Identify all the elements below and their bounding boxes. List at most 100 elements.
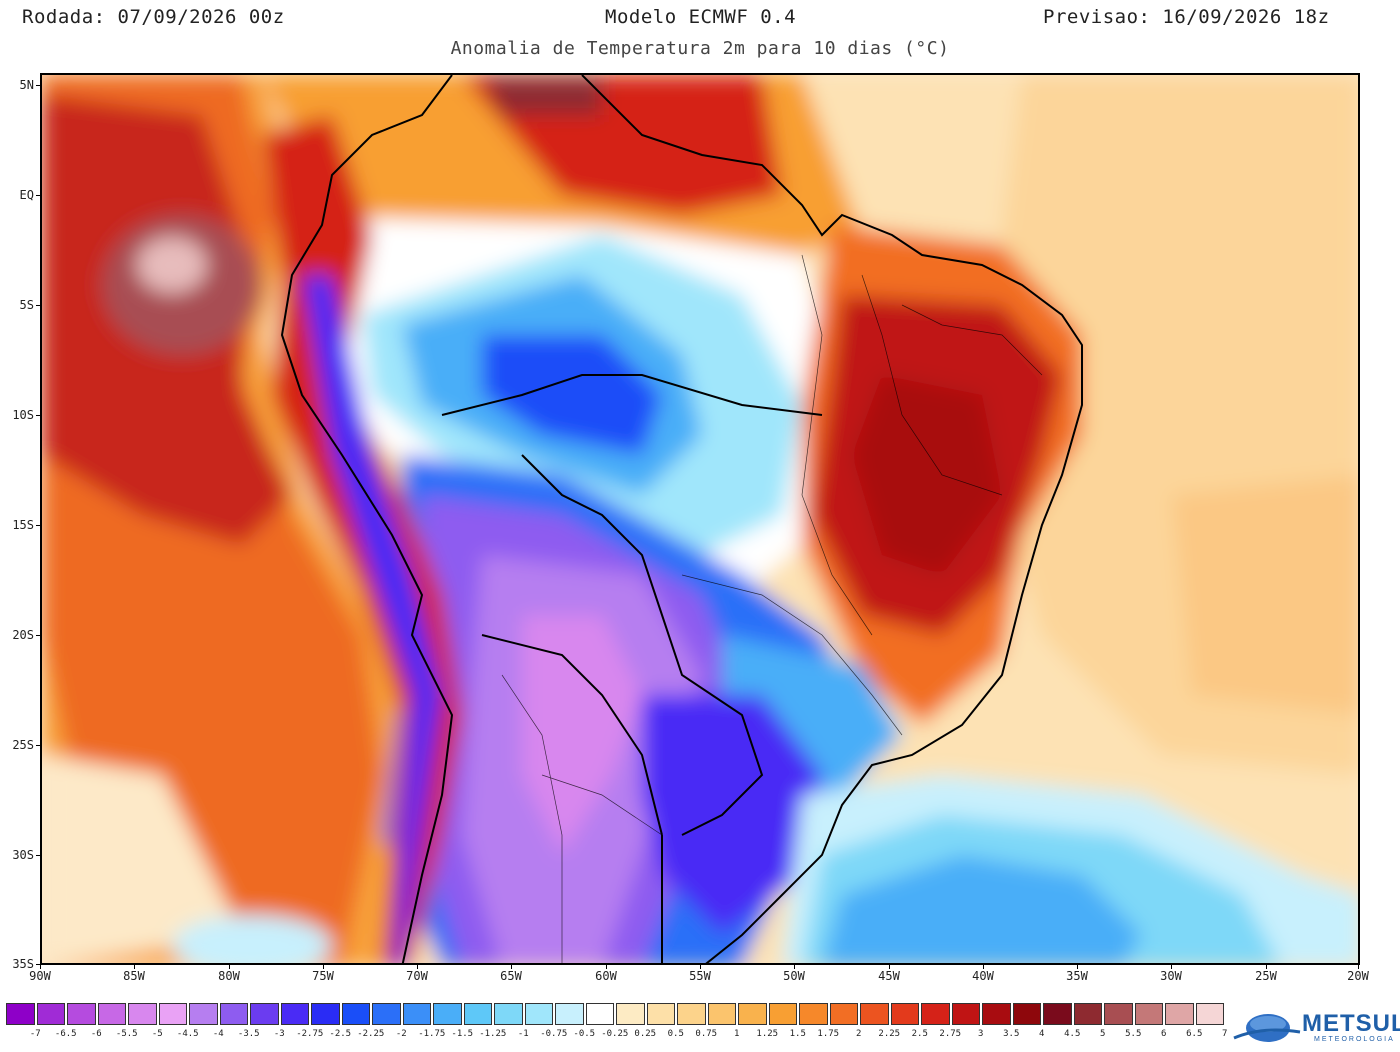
colorbar-label: 4.5 [1064, 1029, 1081, 1039]
colorbar-label: -2.75 [296, 1029, 324, 1039]
colorbar-swatch [1043, 1003, 1072, 1025]
lon-tick [889, 964, 890, 969]
lon-label-50w: 50W [783, 969, 805, 983]
colorbar-swatch [829, 1003, 858, 1025]
lat-tick [36, 855, 41, 856]
lat-label-25s: 25S [12, 738, 34, 752]
colorbar-swatch [219, 1003, 248, 1025]
colorbar-swatch [433, 1003, 462, 1025]
colorbar-label: -3.5 [237, 1029, 260, 1039]
forecast-label: Previsao: 16/09/2026 18z [1043, 6, 1330, 28]
colorbar-label: 2.5 [911, 1029, 928, 1039]
lon-tick [1171, 964, 1172, 969]
colorbar-swatch [951, 1003, 980, 1025]
map-subtitle: Anomalia de Temperatura 2m para 10 dias … [450, 38, 950, 59]
colorbar-swatch [860, 1003, 889, 1025]
colorbar-swatch [158, 1003, 187, 1025]
colorbar-swatch [402, 1003, 431, 1025]
colorbar-label: 6 [1161, 1029, 1167, 1039]
colorbar-swatch [616, 1003, 645, 1025]
colorbar-swatch [1104, 1003, 1133, 1025]
lon-tick [40, 964, 41, 969]
lon-label-60w: 60W [595, 969, 617, 983]
lon-tick [1266, 964, 1267, 969]
lon-label-70w: 70W [406, 969, 428, 983]
globe-icon [1233, 1014, 1301, 1042]
lon-label-85w: 85W [123, 969, 145, 983]
colorbar-swatch [982, 1003, 1011, 1025]
colorbar-label: -3 [273, 1029, 285, 1039]
colorbar-swatch [341, 1003, 370, 1025]
colorbar-swatch [738, 1003, 767, 1025]
colorbar-swatch [372, 1003, 401, 1025]
colorbar-label: 4 [1039, 1029, 1045, 1039]
colorbar-label: -2.25 [357, 1029, 385, 1039]
colorbar-label: -4.5 [176, 1029, 199, 1039]
lat-label-35s: 35S [12, 957, 34, 971]
lat-label-eq: EQ [19, 188, 34, 202]
colorbar-swatch [1165, 1003, 1194, 1025]
lon-label-75w: 75W [312, 969, 334, 983]
colorbar-label: 6.5 [1186, 1029, 1203, 1039]
colorbar-swatch [1195, 1003, 1224, 1025]
colorbar-label: 1.25 [756, 1029, 779, 1039]
colorbar-swatch [890, 1003, 919, 1025]
run-label: Rodada: 07/09/2026 00z [22, 6, 285, 28]
colorbar-swatch [67, 1003, 96, 1025]
lat-label-5s: 5S [19, 298, 34, 312]
colorbar-swatch [250, 1003, 279, 1025]
state-borders [501, 254, 1043, 963]
colorbar-label: 5 [1100, 1029, 1106, 1039]
colorbar-label: -0.25 [601, 1029, 629, 1039]
colorbar-swatch [1012, 1003, 1041, 1025]
metsul-logo: METSUL METEOROLOGIA [1232, 1008, 1400, 1048]
colorbar-swatch [311, 1003, 340, 1025]
colorbar-swatch [463, 1003, 492, 1025]
colorbar-swatch [921, 1003, 950, 1025]
lat-tick [36, 195, 41, 196]
lon-tick [417, 964, 418, 969]
colorbar-label: -1.25 [479, 1029, 507, 1039]
colorbar-swatch [280, 1003, 309, 1025]
lon-label-45w: 45W [878, 969, 900, 983]
colorbar-label: 3.5 [1003, 1029, 1020, 1039]
lat-tick [36, 525, 41, 526]
lat-label-15s: 15S [12, 518, 34, 532]
colorbar-label: -5 [151, 1029, 163, 1039]
colorbar-label: -6 [90, 1029, 102, 1039]
colorbar-label: 5.5 [1125, 1029, 1142, 1039]
colorbar-label: -1.75 [418, 1029, 446, 1039]
lon-label-30w: 30W [1160, 969, 1182, 983]
colorbar-swatch [677, 1003, 706, 1025]
colorbar-label: -5.5 [115, 1029, 138, 1039]
colorbar-label: 0.75 [695, 1029, 718, 1039]
colorbar-swatch [189, 1003, 218, 1025]
lon-tick [606, 964, 607, 969]
lat-tick [36, 745, 41, 746]
logo-wordmark: METSUL [1302, 1010, 1400, 1037]
lon-tick [134, 964, 135, 969]
colorbar-swatch [494, 1003, 523, 1025]
lon-tick [700, 964, 701, 969]
colorbar-swatch [555, 1003, 584, 1025]
colorbar-label: -1.5 [451, 1029, 474, 1039]
lat-label-10s: 10S [12, 408, 34, 422]
lon-label-40w: 40W [972, 969, 994, 983]
colorbar-label: 2.75 [939, 1029, 962, 1039]
colorbar-label: 0.25 [634, 1029, 657, 1039]
colorbar-label: 1.5 [789, 1029, 806, 1039]
colorbar-label: 0.5 [667, 1029, 684, 1039]
model-label: Modelo ECMWF 0.4 [605, 6, 797, 28]
colorbar-label: -1 [517, 1029, 529, 1039]
colorbar-swatch [1073, 1003, 1102, 1025]
colorbar-label: -7 [29, 1029, 41, 1039]
colorbar-labels: -7 -6.5 -6 -5.5 -5 -4.5 -4 -3.5 -3 -2.75 -2.5 -2.25… [0, 1029, 1400, 1043]
colorbar [6, 1003, 1226, 1027]
lat-label-20s: 20S [12, 628, 34, 642]
colorbar-label: -0.5 [573, 1029, 596, 1039]
lon-label-55w: 55W [689, 969, 711, 983]
colorbar-label: 7 [1222, 1029, 1228, 1039]
lat-tick [36, 305, 41, 306]
coastline-borders [280, 75, 1083, 963]
anomaly-map [40, 73, 1360, 965]
